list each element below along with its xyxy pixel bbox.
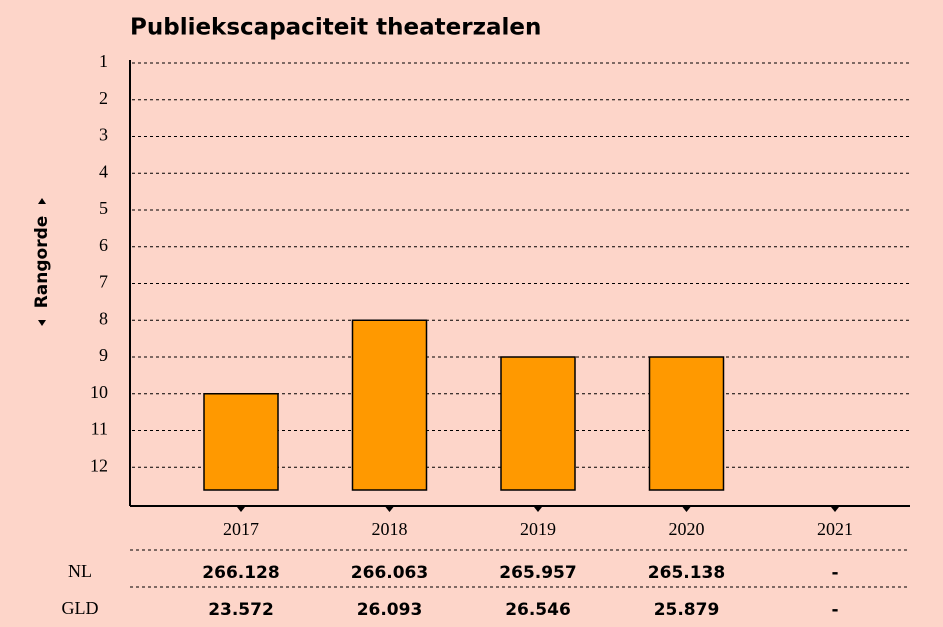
y-tick-label: 5 bbox=[99, 198, 108, 218]
y-tick-label: 3 bbox=[99, 125, 108, 145]
x-tick-mark bbox=[682, 507, 691, 512]
x-tick-label: 2017 bbox=[223, 519, 259, 539]
table-cell: 23.572 bbox=[208, 600, 274, 620]
bar bbox=[648, 356, 725, 491]
y-tick-label: 7 bbox=[99, 272, 108, 292]
table-cell: 266.063 bbox=[351, 563, 428, 583]
bar bbox=[203, 393, 279, 491]
arrow-down bbox=[38, 320, 46, 326]
y-axis-label: Rangorde bbox=[32, 216, 52, 309]
row-label: GLD bbox=[62, 598, 99, 618]
table-cell: 25.879 bbox=[654, 600, 720, 620]
row-label: NL bbox=[68, 561, 92, 581]
x-tick-mark bbox=[237, 507, 245, 512]
bar bbox=[351, 319, 428, 491]
x-tick-label: 2018 bbox=[372, 519, 408, 539]
y-tick-label: 6 bbox=[99, 235, 108, 255]
table-cell: 266.128 bbox=[202, 563, 279, 583]
chart-title: Publiekscapaciteit theaterzalen bbox=[130, 15, 541, 41]
arrow-up bbox=[38, 198, 46, 204]
y-tick-label: 1 bbox=[99, 51, 108, 71]
y-axis-label-group: Rangorde bbox=[32, 198, 52, 326]
y-tick-label: 9 bbox=[99, 345, 108, 365]
x-tick-label: 2020 bbox=[669, 519, 705, 539]
y-tick-label: 2 bbox=[99, 88, 108, 108]
table-cell: 265.957 bbox=[499, 563, 576, 583]
y-tick-label: 12 bbox=[90, 455, 108, 475]
x-tick-mark bbox=[831, 507, 839, 512]
table-cell: - bbox=[831, 563, 838, 583]
x-tick-label: 2021 bbox=[817, 519, 853, 539]
y-tick-label: 8 bbox=[99, 308, 108, 328]
x-tick-label: 2019 bbox=[520, 519, 556, 539]
x-tick-mark bbox=[534, 507, 542, 512]
y-tick-label: 11 bbox=[91, 419, 108, 439]
table-cell: 26.546 bbox=[505, 600, 571, 620]
table-cell: 26.093 bbox=[357, 600, 423, 620]
table-cell: - bbox=[831, 600, 838, 620]
y-tick-label: 4 bbox=[99, 161, 108, 181]
y-tick-label: 10 bbox=[90, 382, 108, 402]
x-tick-mark bbox=[385, 507, 394, 512]
bar bbox=[500, 356, 576, 491]
table-cell: 265.138 bbox=[648, 563, 725, 583]
